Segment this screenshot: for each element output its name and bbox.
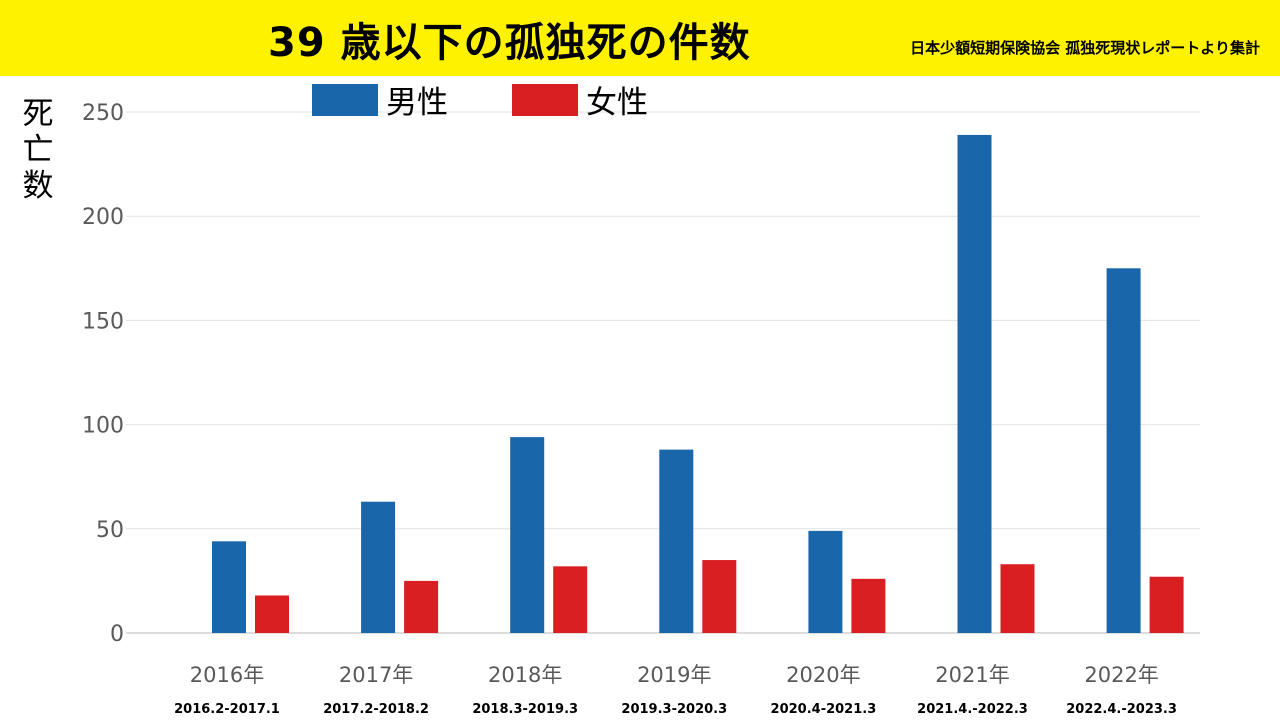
x-tick-label-period: 2017.2-2018.2 bbox=[323, 702, 429, 717]
bar-male bbox=[659, 449, 694, 633]
x-tick-label-period: 2020.4-2021.3 bbox=[771, 702, 877, 717]
x-tick-label-year: 2019年 bbox=[637, 663, 711, 687]
legend-swatch bbox=[312, 84, 378, 116]
y-tick-label: 250 bbox=[82, 101, 124, 126]
y-tick-label: 150 bbox=[82, 309, 124, 334]
bar-male bbox=[510, 437, 545, 633]
y-tick-label: 0 bbox=[110, 622, 124, 647]
x-tick-label-year: 2018年 bbox=[488, 663, 562, 687]
legend-label: 男性 bbox=[386, 85, 448, 121]
bar-male bbox=[808, 530, 843, 633]
bar-female bbox=[851, 578, 886, 633]
y-axis-label-char: 死 bbox=[22, 96, 54, 132]
bar-male bbox=[212, 541, 246, 633]
chart-title: 39 歳以下の孤独死の件数 bbox=[268, 20, 751, 66]
bar-female bbox=[1149, 576, 1184, 633]
bar-female bbox=[1000, 564, 1035, 633]
x-tick-label-period: 2019.3-2020.3 bbox=[621, 702, 727, 717]
title-banner: 39 歳以下の孤独死の件数 日本少額短期保険協会 孤独死現状レポートより集計 bbox=[0, 0, 1280, 76]
y-axis-label-char: 亡 bbox=[22, 132, 54, 168]
x-tick-label-year: 2020年 bbox=[786, 663, 860, 687]
source-note: 日本少額短期保険協会 孤独死現状レポートより集計 bbox=[910, 39, 1260, 57]
y-tick-label: 100 bbox=[82, 414, 124, 439]
y-axis-label: 死 亡 数 bbox=[18, 96, 58, 204]
y-tick-label: 200 bbox=[82, 205, 124, 230]
x-tick-label-period: 2018.3-2019.3 bbox=[472, 702, 578, 717]
y-tick-label: 50 bbox=[96, 518, 124, 543]
bar-female bbox=[553, 566, 588, 633]
bar-male bbox=[361, 501, 396, 633]
x-tick-label-period: 2021.4.-2022.3 bbox=[917, 702, 1028, 717]
x-tick-label-year: 2021年 bbox=[935, 663, 1009, 687]
bar-female bbox=[404, 580, 439, 633]
legend-label: 女性 bbox=[586, 85, 648, 121]
legend-swatch bbox=[512, 84, 578, 116]
x-tick-label-year: 2022年 bbox=[1084, 663, 1158, 687]
bar-male bbox=[1106, 268, 1141, 633]
y-axis-label-char: 数 bbox=[22, 168, 54, 204]
bar-female bbox=[255, 595, 289, 633]
x-tick-label-year: 2016年 bbox=[190, 663, 264, 687]
x-tick-label-period: 2022.4.-2023.3 bbox=[1066, 702, 1177, 717]
bar-male bbox=[957, 134, 992, 633]
bar-female bbox=[702, 560, 737, 633]
x-tick-label-year: 2017年 bbox=[339, 663, 413, 687]
x-tick-label-period: 2016.2-2017.1 bbox=[174, 702, 280, 717]
